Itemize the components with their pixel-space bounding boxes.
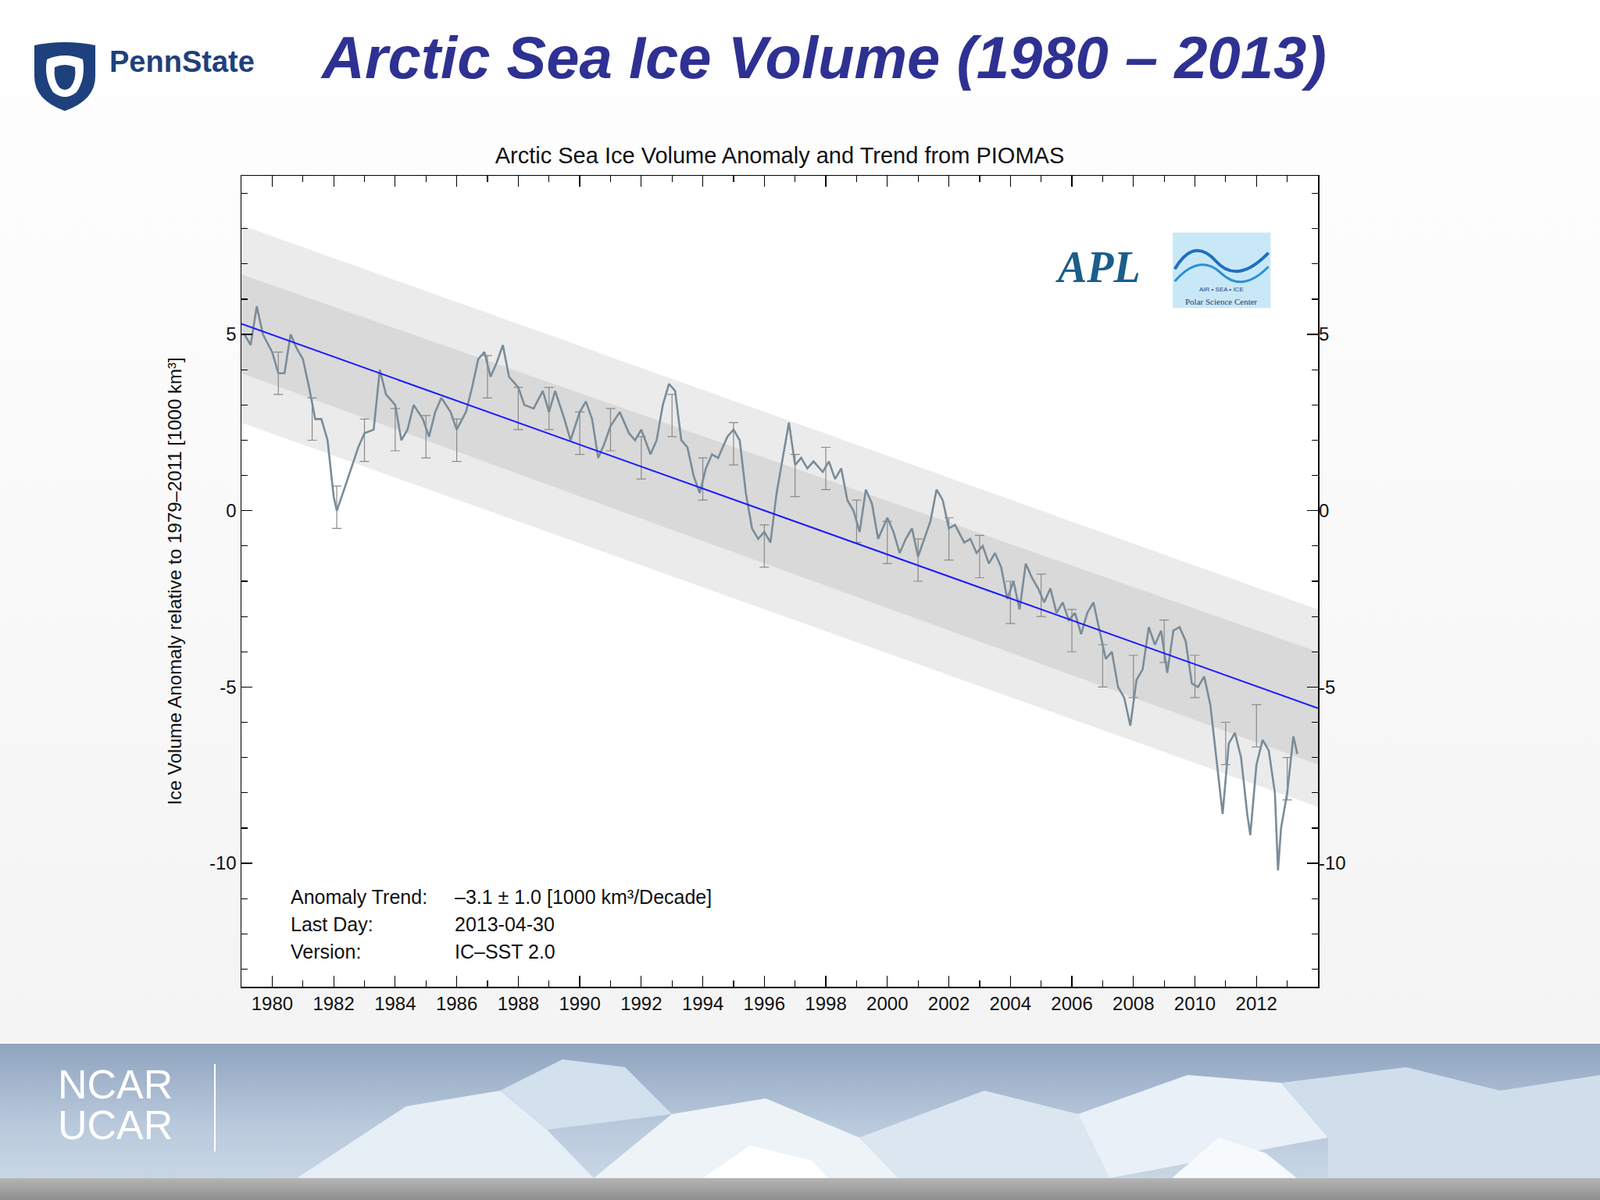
svg-text:AIR • SEA • ICE: AIR • SEA • ICE — [1199, 285, 1244, 293]
svg-text:2008: 2008 — [1112, 992, 1154, 1015]
svg-text:2000: 2000 — [866, 992, 908, 1015]
svg-text:Anomaly Trend:: Anomaly Trend: — [290, 885, 428, 908]
svg-text:Last Day:: Last Day: — [290, 913, 374, 936]
html-text:PennState: PennState — [109, 45, 255, 79]
svg-text:2010: 2010 — [1174, 992, 1216, 1015]
svg-text:Arctic Sea Ice Volume Anomaly: Arctic Sea Ice Volume Anomaly and Trend … — [495, 142, 1065, 168]
svg-text:Version:: Version: — [290, 940, 361, 963]
svg-text:1992: 1992 — [620, 992, 662, 1015]
svg-text:APL: APL — [1055, 242, 1141, 292]
svg-text:1998: 1998 — [804, 992, 847, 1015]
svg-text:5: 5 — [225, 323, 236, 345]
html-text:NCAR: NCAR — [57, 1061, 173, 1108]
svg-text:-10: -10 — [1318, 852, 1347, 874]
svg-text:2004: 2004 — [989, 992, 1032, 1015]
svg-text:-5: -5 — [219, 676, 236, 698]
svg-text:1988: 1988 — [497, 992, 540, 1015]
svg-text:-5: -5 — [1318, 676, 1336, 698]
svg-text:2012: 2012 — [1235, 992, 1278, 1015]
svg-text:Polar Science Center: Polar Science Center — [1185, 296, 1258, 307]
svg-text:0: 0 — [1318, 500, 1329, 522]
svg-text:0: 0 — [225, 500, 236, 522]
svg-text:2006: 2006 — [1050, 992, 1093, 1015]
svg-text:-10: -10 — [209, 852, 237, 874]
svg-text:1982: 1982 — [312, 992, 354, 1015]
svg-text:2013-04-30: 2013-04-30 — [454, 913, 555, 936]
html-text:UCAR: UCAR — [57, 1102, 173, 1148]
svg-text:1980: 1980 — [251, 992, 293, 1015]
svg-text:1990: 1990 — [558, 992, 600, 1015]
svg-text:1986: 1986 — [435, 992, 478, 1015]
svg-text:1996: 1996 — [743, 992, 786, 1015]
svg-text:IC–SST 2.0: IC–SST 2.0 — [454, 940, 556, 963]
svg-text:2002: 2002 — [928, 992, 970, 1015]
svg-text:Ice Volume Anomaly relative to: Ice Volume Anomaly relative to 1979–2011… — [164, 357, 186, 805]
svg-text:1984: 1984 — [374, 992, 416, 1015]
svg-text:5: 5 — [1318, 323, 1329, 345]
svg-text:1994: 1994 — [682, 992, 724, 1015]
html-text:Arctic Sea Ice Volume (1980 –: Arctic Sea Ice Volume (1980 – 2013) — [321, 24, 1327, 91]
svg-text:–3.1 ± 1.0 [1000 km³/Decade]: –3.1 ± 1.0 [1000 km³/Decade] — [454, 885, 712, 908]
